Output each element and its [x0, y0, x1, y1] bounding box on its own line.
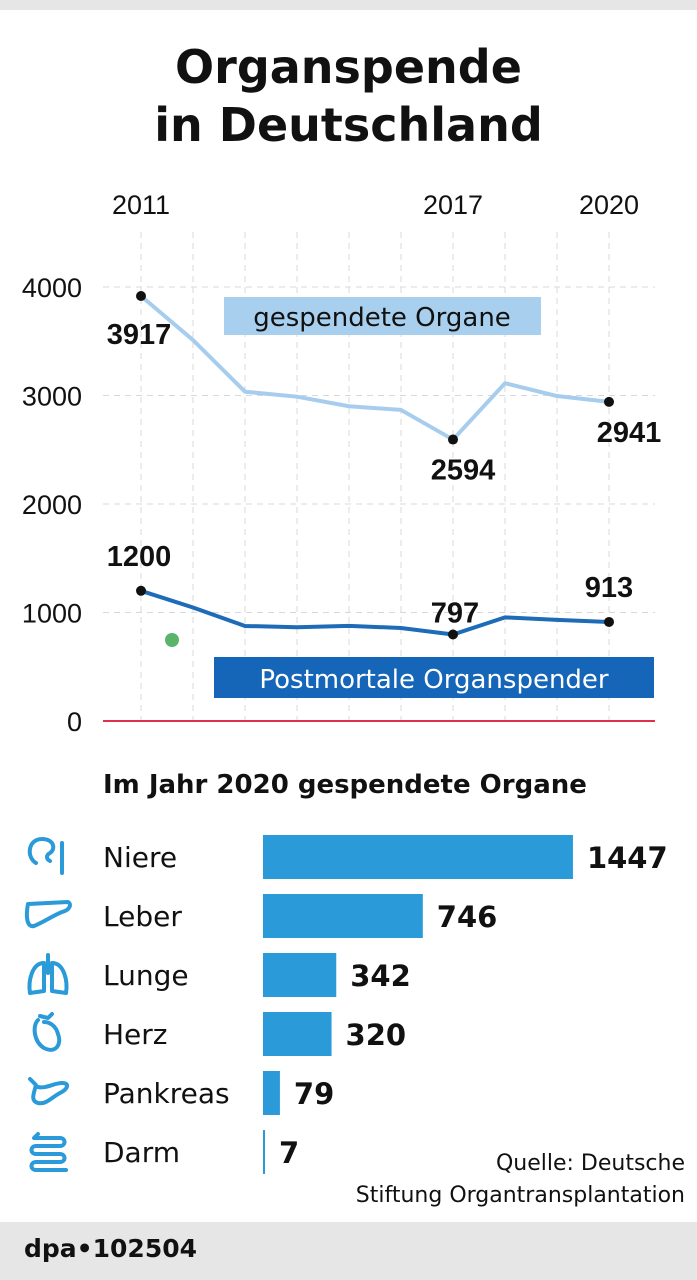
category-label: Lunge: [103, 959, 189, 992]
data-point: [136, 291, 146, 302]
data-point: [604, 616, 614, 627]
data-label: 1200: [107, 541, 172, 573]
bar: [263, 1012, 332, 1056]
bar-value-label: 746: [437, 900, 498, 934]
y-tick-label: 0: [67, 707, 82, 737]
lungs-icon: [27, 953, 69, 995]
bar-value-label: 79: [294, 1077, 334, 1111]
bar-value-label: 1447: [587, 841, 668, 875]
data-label: 2594: [431, 455, 496, 487]
series-line-1: [140, 588, 610, 637]
bar: [263, 953, 337, 997]
liver-icon-path: [24, 900, 72, 929]
data-label: 2941: [597, 417, 662, 449]
legend-box-gespendete-organe: [224, 297, 541, 335]
intestine-icon: [29, 1132, 68, 1172]
data-point: [448, 434, 458, 445]
chart-title: Organspende in Deutschland: [0, 38, 697, 154]
footer-id: dpa•102504: [24, 1234, 198, 1263]
category-label: Darm: [103, 1136, 180, 1169]
source-line-1: Quelle: Deutsche: [495, 1151, 685, 1176]
bar: [263, 894, 423, 938]
category-label: Herz: [103, 1018, 168, 1051]
title-line-1: Organspende: [175, 40, 522, 94]
title-line-2: in Deutschland: [154, 98, 543, 152]
footer: dpa•102504: [0, 1222, 697, 1280]
bar-chart-title: Im Jahr 2020 gespendete Organe: [103, 770, 587, 800]
category-label: Pankreas: [103, 1077, 230, 1110]
heart-icon-path: [32, 1012, 62, 1052]
data-label: 3917: [107, 319, 172, 351]
bar-value-label: 320: [346, 1018, 407, 1052]
y-tick-label: 3000: [22, 382, 82, 412]
bar-value-label: 342: [350, 959, 411, 993]
watermark-dot: [165, 633, 179, 647]
bar: [263, 835, 573, 879]
x-tick-label: 2017: [423, 190, 483, 220]
category-label: Leber: [103, 900, 182, 933]
data-point: [448, 629, 458, 640]
pancreas-icon-path: [28, 1077, 69, 1106]
x-tick-label: 2020: [579, 190, 639, 220]
lungs-icon-path: [27, 953, 69, 995]
series-line-0: [139, 294, 610, 442]
y-tick-label: 1000: [22, 599, 82, 629]
source-note: Quelle: Deutsche Stiftung Organtransplan…: [356, 1148, 685, 1212]
liver-icon: [24, 900, 72, 929]
source-line-2: Stiftung Organtransplantation: [355, 1183, 685, 1208]
legend-label-postmortale-organspender: Postmortale Organspender: [259, 665, 609, 695]
pancreas-icon: [28, 1077, 69, 1106]
data-label: 797: [431, 598, 479, 630]
kidney-icon-path: [27, 837, 64, 875]
data-point: [136, 585, 146, 596]
bar-value-label: 7: [279, 1136, 299, 1170]
data-point: [604, 396, 614, 407]
category-label: Niere: [103, 841, 177, 874]
chart-canvas: 0 1000 2000 3000 4000 2011 2017 2020 gespendete …: [22, 190, 668, 1174]
bar: [263, 1071, 280, 1115]
heart-icon: [32, 1012, 62, 1052]
x-tick-label: 2011: [112, 190, 170, 220]
bar: [263, 1130, 265, 1174]
intestine-icon-path: [29, 1132, 68, 1172]
kidney-icon: [27, 837, 64, 875]
y-tick-label: 2000: [22, 490, 82, 520]
legend-box-postmortale-organspender: [214, 657, 654, 698]
top-bar: [0, 0, 697, 10]
legend-label-gespendete-organe: gespendete Organe: [253, 303, 511, 333]
y-tick-label: 4000: [22, 273, 82, 303]
data-label: 913: [585, 572, 633, 604]
